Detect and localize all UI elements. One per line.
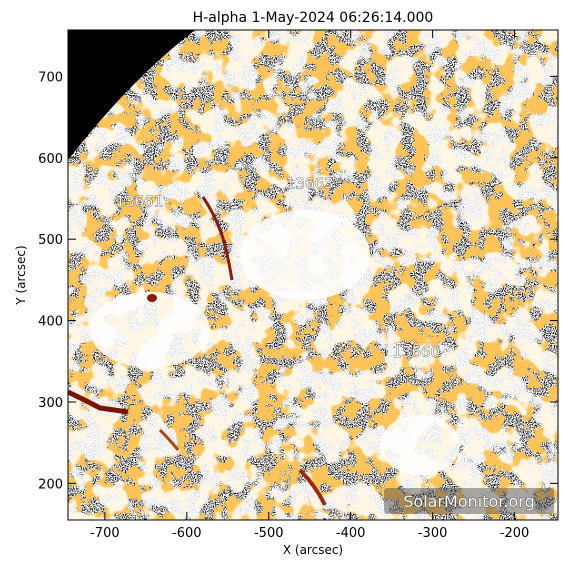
- filament: [298, 468, 327, 506]
- x-tick-label: -600: [172, 526, 202, 541]
- y-tick-label: 600: [38, 152, 63, 167]
- solar-image: [68, 30, 558, 520]
- figure-title: H-alpha 1-May-2024 06:26:14.000: [193, 10, 434, 26]
- x-tick-label: -700: [90, 526, 120, 541]
- active-region-label: 13660: [392, 343, 440, 361]
- filament: [147, 294, 157, 302]
- active-region-labels: 13663 13661 13660: [115, 174, 440, 361]
- x-tick-label: -400: [336, 526, 366, 541]
- x-axis-label: X (arcsec): [283, 543, 343, 557]
- y-tick-label: 700: [38, 70, 63, 85]
- filament: [68, 389, 129, 415]
- x-tick-label: -500: [254, 526, 284, 541]
- plot-frame: [67, 29, 559, 521]
- filament: [201, 196, 234, 281]
- off-limb-space: [68, 30, 195, 160]
- x-axis: -700 -600 -500 -400 -300 -200: [90, 30, 529, 541]
- y-tick-label: 400: [38, 315, 63, 330]
- watermark-backdrop: [384, 488, 554, 514]
- x-tick-label: -200: [500, 526, 530, 541]
- active-region-label: 13661: [115, 193, 163, 211]
- y-tick-label: 500: [38, 233, 63, 248]
- watermark: SolarMonitor.org: [403, 492, 534, 511]
- y-axis-label: Y (arcsec): [14, 245, 28, 305]
- y-tick-label: 300: [38, 396, 63, 411]
- filament: [158, 428, 180, 451]
- x-tick-label: -300: [418, 526, 448, 541]
- active-region-label: 13663: [286, 175, 334, 193]
- y-tick-label: 200: [38, 477, 63, 492]
- y-axis: 200 300 400 500 600 700: [38, 70, 558, 492]
